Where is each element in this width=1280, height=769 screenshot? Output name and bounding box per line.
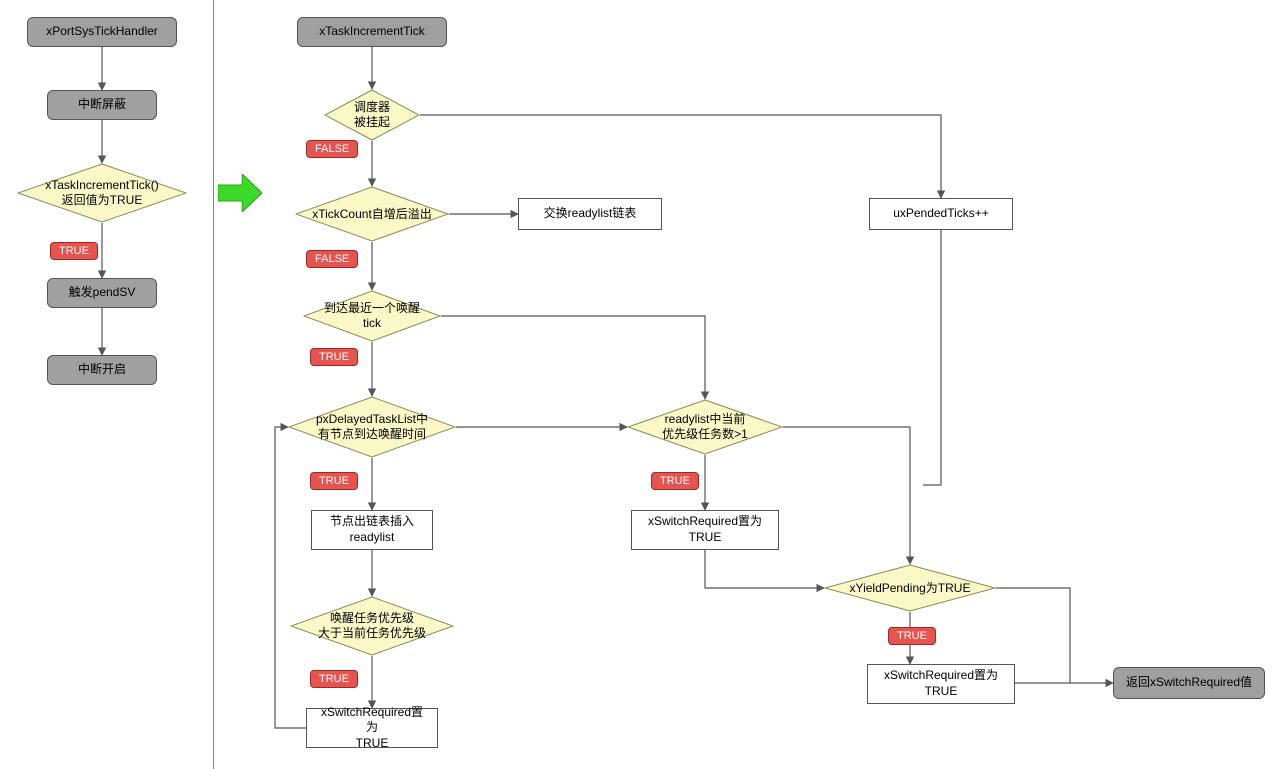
terminal-node: 触发pendSV <box>47 278 157 308</box>
process-node: xSwitchRequired置为 TRUE <box>631 510 779 550</box>
edge-badge: TRUE <box>651 472 699 490</box>
terminal-node: 返回xSwitchRequired值 <box>1113 667 1265 699</box>
decision-node: xTickCount自增后溢出 <box>295 186 449 242</box>
edge-badge: TRUE <box>888 627 936 645</box>
terminal-node: 中断开启 <box>47 355 157 385</box>
flow-edge <box>783 427 910 564</box>
decision-node: 到达最近一个唤醒tick <box>303 290 441 342</box>
terminal-node: xPortSysTickHandler <box>27 17 177 47</box>
decision-node: 调度器 被挂起 <box>324 89 420 141</box>
flow-edge <box>705 550 824 588</box>
decision-node: 唤醒任务优先级 大于当前任务优先级 <box>290 596 454 656</box>
process-node: 节点出链表插入 readylist <box>311 510 433 550</box>
decision-node: pxDelayedTaskList中 有节点到达唤醒时间 <box>288 396 456 458</box>
edges-layer <box>0 0 1280 769</box>
flowchart-canvas: xPortSysTickHandler 中断屏蔽 xTaskIncrementTic… <box>0 0 1280 769</box>
flow-edge <box>275 427 306 728</box>
process-node: 交换readylist链表 <box>518 198 662 230</box>
vertical-divider <box>213 0 214 769</box>
process-node: uxPendedTicks++ <box>869 198 1013 230</box>
edge-badge: TRUE <box>310 348 358 366</box>
edge-badge: TRUE <box>50 242 98 260</box>
process-node: xSwitchRequired置为 TRUE <box>867 664 1015 704</box>
flow-edge <box>420 115 941 198</box>
flow-edge <box>441 316 705 399</box>
decision-node: xTaskIncrementTick() 返回值为TRUE <box>17 163 187 223</box>
terminal-node: xTaskIncrementTick <box>297 17 447 47</box>
big-arrow-icon <box>218 174 262 212</box>
decision-node: xYieldPending为TRUE <box>824 564 996 612</box>
edge-badge: TRUE <box>310 472 358 490</box>
decision-node: readylist中当前 优先级任务数>1 <box>627 399 783 455</box>
process-node: xSwitchRequired置为 TRUE <box>306 708 438 748</box>
flow-edge <box>923 230 941 485</box>
edge-badge: TRUE <box>310 670 358 688</box>
edge-badge: FALSE <box>306 250 358 268</box>
edge-badge: FALSE <box>306 140 358 158</box>
terminal-node: 中断屏蔽 <box>47 90 157 120</box>
